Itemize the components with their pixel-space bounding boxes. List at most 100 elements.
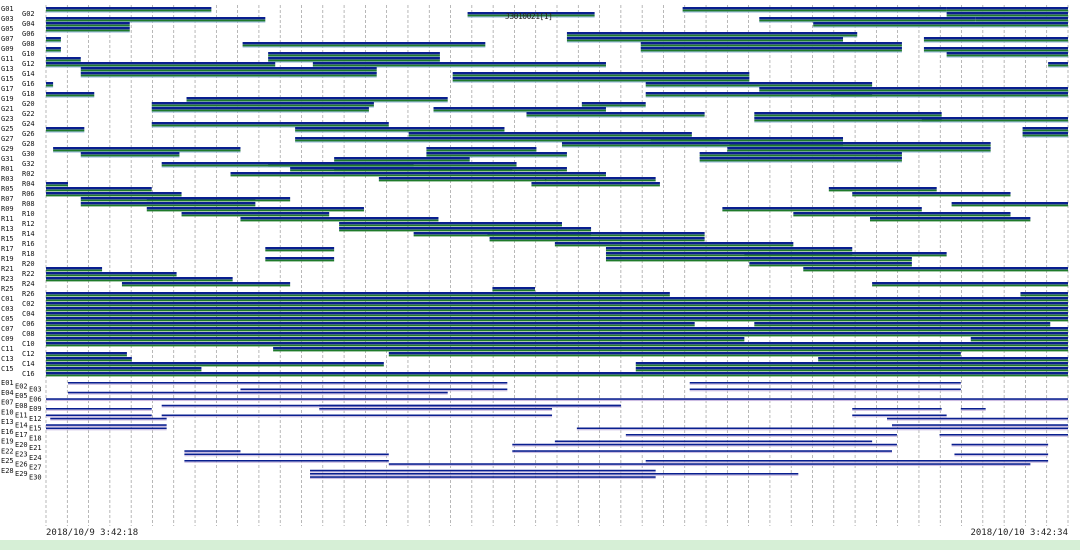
visibility-bar-tertiary: [645, 86, 873, 88]
visibility-bar-secondary: [46, 59, 81, 62]
row-label: G18: [22, 90, 35, 98]
visibility-bar: [186, 97, 448, 100]
visibility-bar-secondary: [268, 59, 440, 62]
visibility-bar-secondary: [640, 49, 902, 52]
visibility-bar: [46, 17, 266, 20]
visibility-bar-tertiary: [80, 156, 180, 158]
row-label: C12: [22, 350, 35, 358]
visibility-bar-secondary: [46, 19, 266, 22]
visibility-bar: [46, 292, 670, 295]
row-label: R16: [22, 240, 35, 248]
visibility-bar-secondary: [339, 224, 562, 227]
row-label: G07: [1, 35, 14, 43]
visibility-bar: [754, 112, 942, 115]
visibility-bar-secondary: [68, 393, 301, 395]
visibility-bar-secondary: [46, 426, 167, 428]
visibility-bar-secondary: [803, 269, 1068, 272]
visibility-bar: [46, 408, 152, 410]
visibility-bar: [408, 132, 692, 135]
row-label: R19: [1, 255, 14, 263]
visibility-bar-secondary: [645, 84, 873, 87]
row-label: R15: [1, 235, 14, 243]
visibility-bar: [310, 469, 656, 472]
visibility-bar: [869, 217, 1031, 220]
visibility-bar-secondary: [433, 109, 606, 112]
row-label: E20: [15, 441, 28, 449]
visibility-bar-secondary: [951, 204, 1068, 207]
visibility-bar: [273, 347, 1069, 350]
visibility-bar-secondary: [699, 159, 902, 162]
visibility-bar: [378, 177, 547, 180]
visibility-bar-secondary: [46, 9, 212, 12]
visibility-bar-tertiary: [682, 11, 947, 13]
visibility-bar-secondary: [946, 9, 1068, 12]
visibility-bar-secondary: [682, 9, 947, 12]
row-label: G14: [22, 70, 35, 78]
visibility-bar: [46, 317, 1068, 320]
visibility-bar-secondary: [46, 429, 167, 431]
row-label: G09: [1, 45, 14, 53]
visibility-bar: [852, 192, 1011, 195]
row-label: R11: [1, 215, 14, 223]
row-label: E14: [15, 421, 28, 429]
visibility-bar-secondary: [526, 114, 705, 117]
visibility-bar-secondary: [489, 239, 705, 242]
visibility-bar-tertiary: [46, 131, 85, 133]
visibility-bar: [46, 427, 167, 430]
visibility-bar-secondary: [50, 419, 167, 421]
visibility-bar: [46, 312, 1068, 315]
visibility-bar-secondary: [561, 144, 844, 147]
visibility-bar: [576, 427, 1068, 430]
visibility-bar-secondary: [319, 406, 621, 408]
visibility-bar: [1020, 292, 1068, 295]
row-label: G05: [1, 25, 14, 33]
row-label: C11: [1, 345, 14, 353]
visibility-bar-secondary: [566, 34, 858, 37]
visibility-bar-secondary: [312, 64, 606, 67]
visibility-bar: [46, 367, 202, 370]
visibility-bar-secondary: [689, 383, 961, 385]
visibility-bar-tertiary: [581, 106, 646, 108]
row-label: R06: [22, 190, 35, 198]
row-label: E05: [15, 392, 28, 400]
visibility-bar-secondary: [300, 393, 448, 395]
visibility-bar-secondary: [184, 452, 241, 454]
visibility-bar-secondary: [339, 229, 592, 232]
visibility-bar: [818, 357, 1068, 360]
visibility-bar: [830, 92, 1068, 95]
row-label: C09: [1, 335, 14, 343]
visibility-bar: [526, 112, 705, 115]
visibility-bar-secondary: [230, 174, 606, 177]
row-label: G20: [22, 100, 35, 108]
visibility-bar: [46, 57, 81, 60]
visibility-bar: [339, 222, 562, 225]
row-label: C01: [1, 295, 14, 303]
visibility-bar-secondary: [46, 299, 1068, 302]
visibility-bar-secondary: [759, 89, 1068, 92]
visibility-bar-secondary: [645, 94, 873, 97]
marker-label: J3010021[1]: [505, 12, 553, 21]
visibility-bar: [566, 32, 858, 35]
visibility-bar: [46, 7, 212, 10]
visibility-bar: [181, 212, 330, 215]
visibility-bar: [295, 137, 720, 140]
row-label: C06: [22, 320, 35, 328]
visibility-bar-tertiary: [426, 156, 567, 158]
visibility-bar-secondary: [310, 478, 656, 480]
visibility-bar-secondary: [121, 284, 291, 287]
visibility-bar: [146, 197, 291, 200]
row-label: C13: [1, 355, 14, 363]
visibility-bar-tertiary: [640, 51, 902, 53]
row-label: E18: [29, 434, 42, 442]
visibility-bar-secondary: [1022, 129, 1068, 132]
visibility-bar-secondary: [852, 194, 1011, 197]
visibility-bar: [946, 12, 1068, 15]
visibility-bar: [605, 247, 853, 250]
visibility-bar-secondary: [891, 426, 1068, 428]
visibility-bar: [699, 157, 902, 160]
visibility-bar: [605, 257, 912, 260]
visibility-bar: [46, 187, 152, 190]
visibility-bar: [46, 398, 1068, 400]
visibility-bar-secondary: [186, 99, 448, 102]
visibility-bar-tertiary: [813, 26, 1068, 28]
